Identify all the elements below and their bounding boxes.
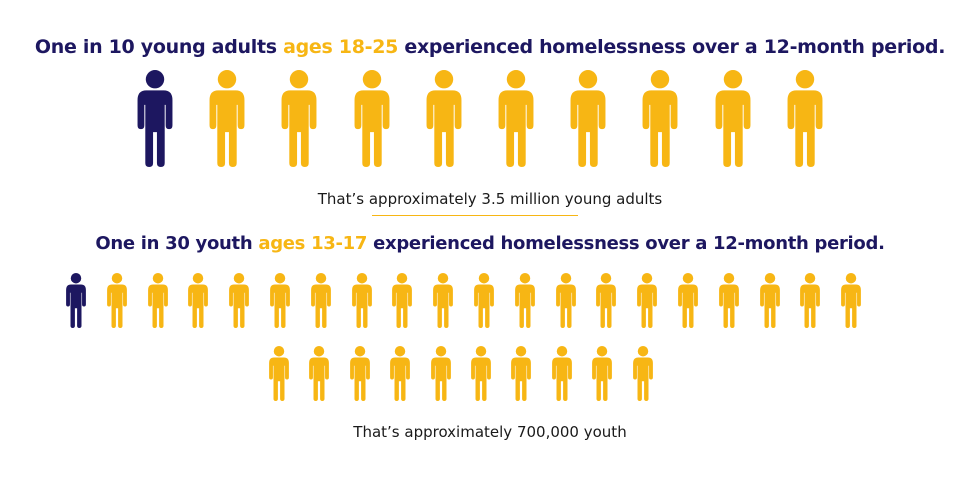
young-adults-caption: That’s approximately 3.5 million young a… xyxy=(317,190,663,208)
youth-figure xyxy=(187,273,209,328)
youth-figure xyxy=(799,273,821,328)
youth-figure xyxy=(349,346,371,401)
youth-highlighted-figure xyxy=(65,273,87,328)
youth-figure xyxy=(595,273,617,328)
youth-figure xyxy=(391,273,413,328)
youth-figure xyxy=(430,346,452,401)
young-adult-highlighted-figure xyxy=(135,70,175,167)
youth-figure xyxy=(389,346,411,401)
young-adults-age-range: ages 18-25 xyxy=(283,36,399,58)
young-adult-figure xyxy=(496,70,536,167)
young-adult-figure xyxy=(640,70,680,167)
section-divider xyxy=(372,215,578,216)
youth-figure xyxy=(510,346,532,401)
young-adults-heading: One in 10 young adults ages 18-25 experi… xyxy=(34,36,946,58)
youth-figure xyxy=(351,273,373,328)
youth-figure xyxy=(147,273,169,328)
youth-figure xyxy=(470,346,492,401)
youth-figure xyxy=(106,273,128,328)
youth-figure xyxy=(551,346,573,401)
youth-figure xyxy=(555,273,577,328)
youth-figure xyxy=(269,273,291,328)
youth-figure xyxy=(432,273,454,328)
youth-figure xyxy=(759,273,781,328)
youth-figure xyxy=(632,346,654,401)
youth-caption: That’s approximately 700,000 youth xyxy=(353,423,627,441)
youth-figure xyxy=(718,273,740,328)
youth-figure xyxy=(840,273,862,328)
young-adult-figure xyxy=(785,70,825,167)
youth-figure xyxy=(514,273,536,328)
youth-figure xyxy=(636,273,658,328)
youth-heading: One in 30 youth ages 13-17 experienced h… xyxy=(95,233,885,254)
young-adult-figure xyxy=(568,70,608,167)
youth-figure xyxy=(591,346,613,401)
youth-figure xyxy=(308,346,330,401)
youth-figure xyxy=(677,273,699,328)
youth-figure xyxy=(268,346,290,401)
young-adult-figure xyxy=(207,70,247,167)
youth-figure xyxy=(310,273,332,328)
youth-age-range: ages 13-17 xyxy=(258,233,368,254)
young-adult-figure xyxy=(279,70,319,167)
young-adult-figure xyxy=(713,70,753,167)
youth-figure xyxy=(473,273,495,328)
young-adult-figure xyxy=(424,70,464,167)
youth-figure xyxy=(228,273,250,328)
young-adult-figure xyxy=(352,70,392,167)
